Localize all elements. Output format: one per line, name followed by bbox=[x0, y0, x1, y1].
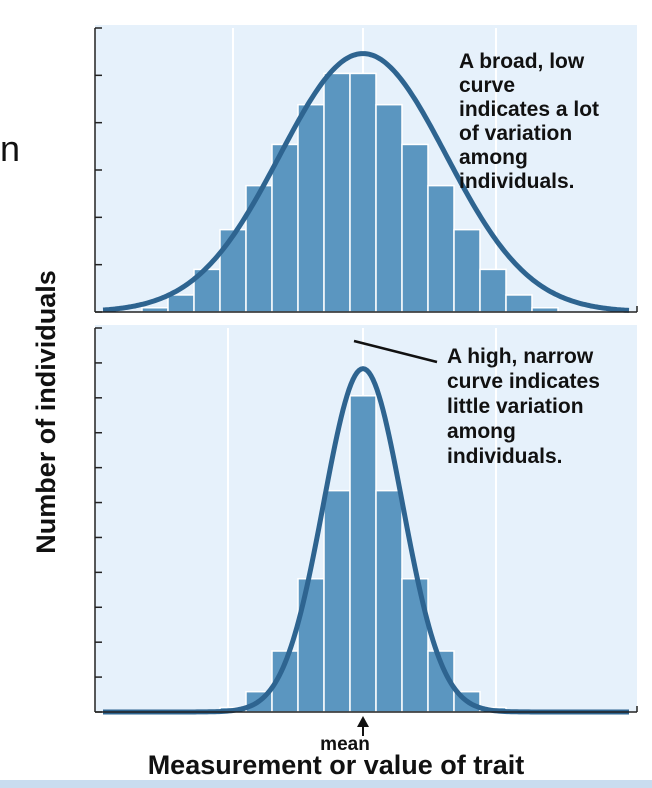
y-axis-label: Number of individuals bbox=[31, 270, 61, 554]
top-annotation-line-1: A broad, low bbox=[459, 50, 585, 73]
bar bbox=[479, 268, 507, 313]
bottom-annotation-line-5: individuals. bbox=[447, 445, 563, 468]
bar bbox=[271, 143, 299, 313]
bar bbox=[453, 228, 481, 313]
bar bbox=[375, 489, 403, 713]
bar bbox=[375, 103, 403, 313]
bar bbox=[349, 395, 377, 713]
top-annotation-line-6: individuals. bbox=[459, 170, 575, 193]
mean-arrow-head bbox=[357, 716, 369, 727]
bar bbox=[349, 72, 377, 313]
bottom-strip bbox=[0, 780, 652, 788]
top-annotation-line-4: of variation bbox=[459, 122, 572, 145]
bottom-annotation-line-3: little variation bbox=[447, 395, 584, 418]
top-annotation-line-5: among bbox=[459, 146, 528, 169]
bar bbox=[505, 294, 533, 313]
bar bbox=[401, 143, 429, 313]
top-panel-axes bbox=[94, 27, 638, 313]
bar bbox=[323, 72, 351, 313]
bar bbox=[167, 294, 195, 313]
bottom-annotation: A high, narrow curve indicates little va… bbox=[447, 345, 606, 468]
stray-fragment-text: n bbox=[0, 128, 21, 169]
top-panel-curve bbox=[102, 51, 630, 313]
annotation-pointer-line bbox=[353, 339, 438, 364]
top-annotation-line-3: indicates a lot bbox=[459, 98, 599, 121]
bar bbox=[323, 489, 351, 713]
x-axis-label: Measurement or value of trait bbox=[148, 750, 525, 780]
bottom-annotation-line-4: among bbox=[447, 420, 516, 443]
top-annotation: A broad, low curve indicates a lot of va… bbox=[459, 50, 605, 193]
bar bbox=[219, 228, 247, 313]
bar bbox=[427, 184, 455, 313]
top-annotation-line-2: curve bbox=[459, 74, 515, 97]
bottom-panel-axes bbox=[94, 327, 638, 713]
bottom-annotation-line-2: curve indicates bbox=[447, 370, 600, 393]
mean-label: mean bbox=[320, 734, 370, 755]
bottom-annotation-line-1: A high, narrow bbox=[447, 345, 594, 368]
bar bbox=[297, 103, 325, 313]
